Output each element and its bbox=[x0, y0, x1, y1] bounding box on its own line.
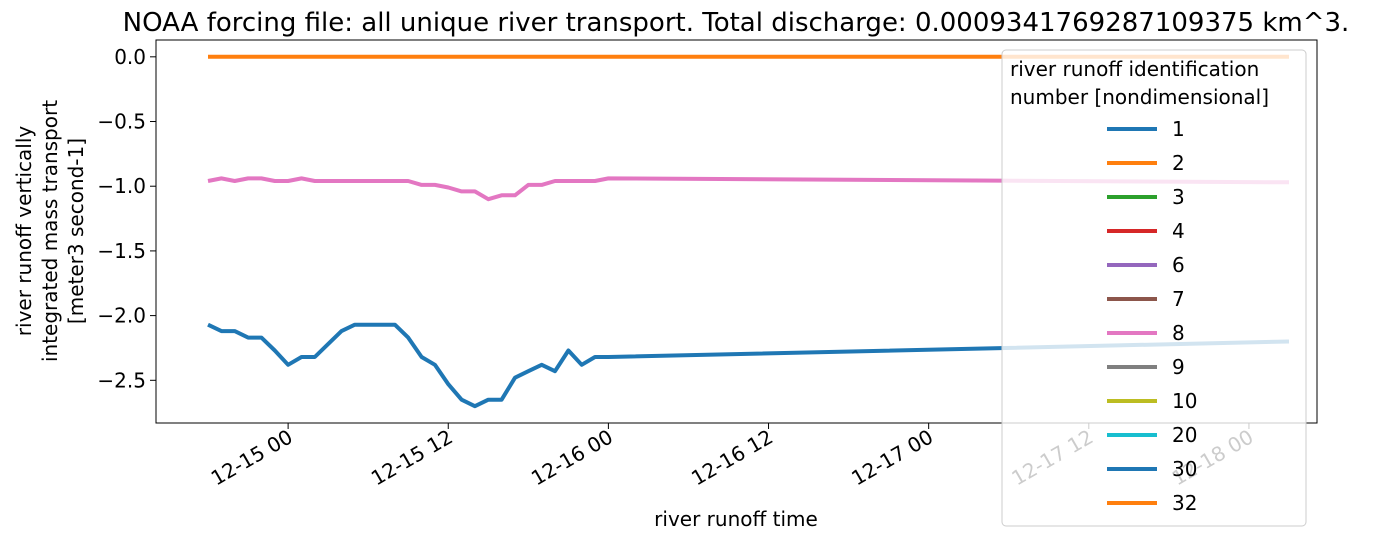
series-line-8 bbox=[207, 176, 1290, 202]
x-tick-label: 12-15 12 bbox=[367, 425, 457, 491]
y-tick-label: −0.5 bbox=[97, 110, 146, 134]
plot-frame bbox=[155, 39, 1318, 424]
x-tick-label: 12-16 00 bbox=[527, 425, 617, 491]
legend-label-4: 4 bbox=[1172, 219, 1185, 243]
legend-label-6: 6 bbox=[1172, 253, 1185, 277]
legend-label-2: 2 bbox=[1172, 151, 1185, 175]
y-axis-label-line-3: [meter3 second-1] bbox=[64, 138, 88, 324]
x-tick-label: 12-16 12 bbox=[687, 425, 777, 491]
chart-title: NOAA forcing file: all unique river tran… bbox=[123, 8, 1350, 38]
y-axis-label: river runoff vertically integrated mass … bbox=[12, 100, 88, 362]
legend-label-32: 32 bbox=[1172, 491, 1197, 515]
legend-label-20: 20 bbox=[1172, 423, 1197, 447]
legend-label-1: 1 bbox=[1172, 117, 1185, 141]
y-axis: 0.0 −0.5 −1.0 −1.5 −2.0 −2.5 bbox=[97, 45, 156, 392]
y-tick-label: −1.5 bbox=[97, 239, 146, 263]
y-axis-label-line-1: river runoff vertically bbox=[12, 126, 36, 337]
y-axis-label-line-2: integrated mass transport bbox=[38, 100, 62, 362]
y-tick-label: −1.0 bbox=[97, 174, 146, 198]
legend-entries: 1 2 3 4 6 7 8 9 10 20 30 32 bbox=[1107, 117, 1197, 515]
legend: river runoff identification number [nond… bbox=[1001, 49, 1307, 527]
legend-title-line-2: number [nondimensional] bbox=[1010, 85, 1269, 109]
legend-title-line-1: river runoff identification bbox=[1010, 57, 1259, 81]
x-tick-label: 12-17 00 bbox=[847, 425, 937, 491]
y-tick-label: −2.0 bbox=[97, 304, 146, 328]
y-tick-label: −2.5 bbox=[97, 368, 146, 392]
legend-label-30: 30 bbox=[1172, 457, 1197, 481]
y-tick-label: 0.0 bbox=[114, 45, 146, 69]
legend-label-8: 8 bbox=[1172, 321, 1185, 345]
legend-box bbox=[1001, 49, 1307, 527]
x-axis-label: river runoff time bbox=[654, 507, 818, 531]
legend-label-3: 3 bbox=[1172, 185, 1185, 209]
series-line-1 bbox=[207, 322, 1290, 409]
x-tick-label: 12-15 00 bbox=[207, 425, 297, 491]
legend-label-9: 9 bbox=[1172, 355, 1185, 379]
legend-label-10: 10 bbox=[1172, 389, 1197, 413]
legend-label-7: 7 bbox=[1172, 287, 1185, 311]
